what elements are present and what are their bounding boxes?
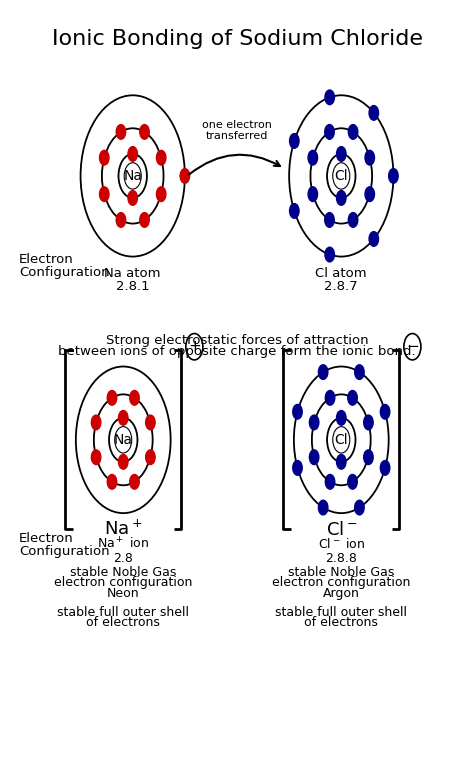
Circle shape	[364, 415, 373, 430]
Circle shape	[337, 146, 346, 161]
Circle shape	[348, 474, 357, 489]
Text: Na$^+$: Na$^+$	[104, 520, 142, 539]
Text: between ions of opposite charge form the ionic bond.: between ions of opposite charge form the…	[58, 346, 416, 359]
Circle shape	[107, 474, 117, 489]
Circle shape	[348, 213, 358, 227]
Circle shape	[140, 213, 149, 227]
Circle shape	[156, 187, 166, 202]
Circle shape	[140, 125, 149, 139]
Circle shape	[100, 187, 109, 202]
Text: stable Noble Gas: stable Noble Gas	[288, 566, 394, 579]
Circle shape	[369, 232, 379, 246]
Circle shape	[325, 90, 335, 105]
Circle shape	[380, 404, 390, 419]
Circle shape	[308, 150, 318, 165]
Circle shape	[319, 365, 328, 380]
Circle shape	[337, 454, 346, 469]
Circle shape	[146, 415, 155, 430]
Circle shape	[116, 213, 126, 227]
Text: transferred: transferred	[206, 131, 268, 141]
Text: 2.8.7: 2.8.7	[325, 280, 358, 293]
Text: one electron: one electron	[202, 120, 272, 130]
Circle shape	[348, 125, 358, 139]
Text: 2.8.1: 2.8.1	[116, 280, 149, 293]
Text: Cl$^-$: Cl$^-$	[326, 521, 357, 539]
Circle shape	[337, 191, 346, 206]
Text: Cl: Cl	[335, 169, 348, 183]
Circle shape	[333, 162, 350, 189]
Circle shape	[348, 390, 357, 405]
Circle shape	[325, 390, 335, 405]
Circle shape	[325, 213, 334, 227]
Text: Cl atom: Cl atom	[316, 267, 367, 280]
Text: of electrons: of electrons	[304, 616, 378, 629]
Circle shape	[355, 500, 364, 515]
Text: 2.8.8: 2.8.8	[325, 551, 357, 564]
Circle shape	[325, 125, 334, 139]
Text: Image ID: MN4K8B: Image ID: MN4K8B	[368, 741, 460, 751]
Circle shape	[118, 410, 128, 425]
Circle shape	[325, 247, 335, 262]
Text: www.alamy.com: www.alamy.com	[381, 755, 460, 765]
Circle shape	[365, 150, 374, 165]
Text: Electron: Electron	[19, 253, 74, 266]
Text: Na atom: Na atom	[104, 267, 161, 280]
Circle shape	[100, 150, 109, 165]
Circle shape	[124, 162, 141, 189]
Circle shape	[128, 191, 137, 206]
Circle shape	[115, 427, 132, 453]
Text: Cl: Cl	[335, 433, 348, 447]
Text: Electron: Electron	[19, 532, 74, 545]
Text: stable Noble Gas: stable Noble Gas	[70, 566, 176, 579]
Text: of electrons: of electrons	[86, 616, 160, 629]
Circle shape	[389, 169, 398, 183]
Circle shape	[116, 125, 126, 139]
Text: Na: Na	[123, 169, 142, 183]
Circle shape	[293, 404, 302, 419]
Text: −: −	[406, 340, 419, 354]
Text: Cl$^-$ ion: Cl$^-$ ion	[318, 537, 365, 551]
Text: 2.8: 2.8	[113, 551, 133, 564]
Text: Na: Na	[114, 433, 133, 447]
Text: Configuration: Configuration	[19, 266, 109, 279]
Text: +: +	[188, 340, 201, 354]
Circle shape	[337, 410, 346, 425]
Circle shape	[290, 203, 299, 218]
Circle shape	[333, 427, 350, 453]
Circle shape	[308, 187, 318, 202]
Text: Ionic Bonding of Sodium Chloride: Ionic Bonding of Sodium Chloride	[52, 29, 422, 49]
Text: electron configuration: electron configuration	[272, 577, 410, 589]
Text: alamy: alamy	[14, 742, 71, 761]
Text: Strong electrostatic forces of attraction: Strong electrostatic forces of attractio…	[106, 334, 368, 347]
Circle shape	[128, 146, 137, 161]
Circle shape	[355, 365, 364, 380]
Text: stable full outer shell: stable full outer shell	[57, 606, 189, 619]
Circle shape	[293, 460, 302, 475]
Circle shape	[180, 169, 190, 183]
Circle shape	[146, 450, 155, 464]
Circle shape	[380, 460, 390, 475]
Text: Argon: Argon	[323, 587, 360, 600]
Text: electron configuration: electron configuration	[54, 577, 192, 589]
Circle shape	[310, 450, 319, 464]
Circle shape	[365, 187, 374, 202]
Circle shape	[290, 134, 299, 149]
Circle shape	[156, 150, 166, 165]
Circle shape	[310, 415, 319, 430]
Circle shape	[107, 390, 117, 405]
Circle shape	[369, 105, 379, 120]
Circle shape	[319, 500, 328, 515]
Text: Configuration: Configuration	[19, 545, 109, 558]
Circle shape	[364, 450, 373, 464]
Text: stable full outer shell: stable full outer shell	[275, 606, 407, 619]
Text: Na$^+$ ion: Na$^+$ ion	[97, 536, 149, 551]
Text: Neon: Neon	[107, 587, 139, 600]
Circle shape	[91, 450, 101, 464]
Circle shape	[325, 474, 335, 489]
Circle shape	[130, 390, 139, 405]
Circle shape	[130, 474, 139, 489]
Circle shape	[91, 415, 101, 430]
Circle shape	[118, 454, 128, 469]
